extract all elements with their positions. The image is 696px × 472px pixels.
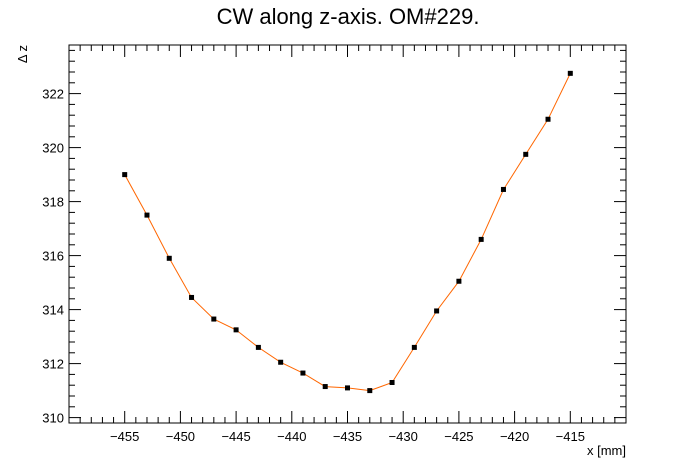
data-point xyxy=(322,384,328,390)
data-point xyxy=(545,116,551,122)
data-point xyxy=(233,327,239,333)
data-point xyxy=(500,186,506,192)
series-layer xyxy=(122,70,573,394)
x-axis-label: x [mm] xyxy=(587,443,626,458)
y-axis: 310 312 314 316 318 320 322 xyxy=(42,49,626,426)
data-point xyxy=(567,70,573,76)
data-point xyxy=(434,308,440,314)
y-tick-label: 312 xyxy=(42,357,64,372)
x-tick-label: −425 xyxy=(444,429,473,444)
data-point xyxy=(166,255,172,261)
y-tick-label: 322 xyxy=(42,87,64,102)
y-axis-label: Δ z xyxy=(15,45,30,63)
data-point xyxy=(389,380,395,385)
y-tick-label: 310 xyxy=(42,411,64,426)
data-point xyxy=(411,344,417,350)
y-tick-label: 316 xyxy=(42,249,64,264)
data-point xyxy=(300,370,306,376)
data-point xyxy=(189,294,195,300)
x-tick-label: −445 xyxy=(221,429,250,444)
data-point xyxy=(523,151,529,157)
x-tick-label: −450 xyxy=(166,429,195,444)
chart-title: CW along z-axis. OM#229. xyxy=(217,4,480,29)
x-tick-label: −430 xyxy=(389,429,418,444)
y-tick-label: 320 xyxy=(42,141,64,156)
y-tick-label: 314 xyxy=(42,303,64,318)
data-point xyxy=(255,344,261,350)
data-point xyxy=(367,388,373,394)
data-point xyxy=(211,316,217,322)
y-tick-label: 318 xyxy=(42,195,64,210)
x-tick-label: −420 xyxy=(500,429,529,444)
data-point xyxy=(456,278,462,284)
data-point xyxy=(278,359,284,365)
x-tick-label: −455 xyxy=(110,429,139,444)
x-tick-label: −415 xyxy=(556,429,585,444)
x-axis: −455 −450 −445 −440 −435 −430 −425 −420 −415 xyxy=(79,45,616,444)
data-point xyxy=(478,236,484,242)
data-point xyxy=(122,172,128,178)
x-tick-label: −435 xyxy=(333,429,362,444)
x-tick-label: −440 xyxy=(277,429,306,444)
data-point xyxy=(345,385,350,391)
data-point xyxy=(144,212,150,218)
